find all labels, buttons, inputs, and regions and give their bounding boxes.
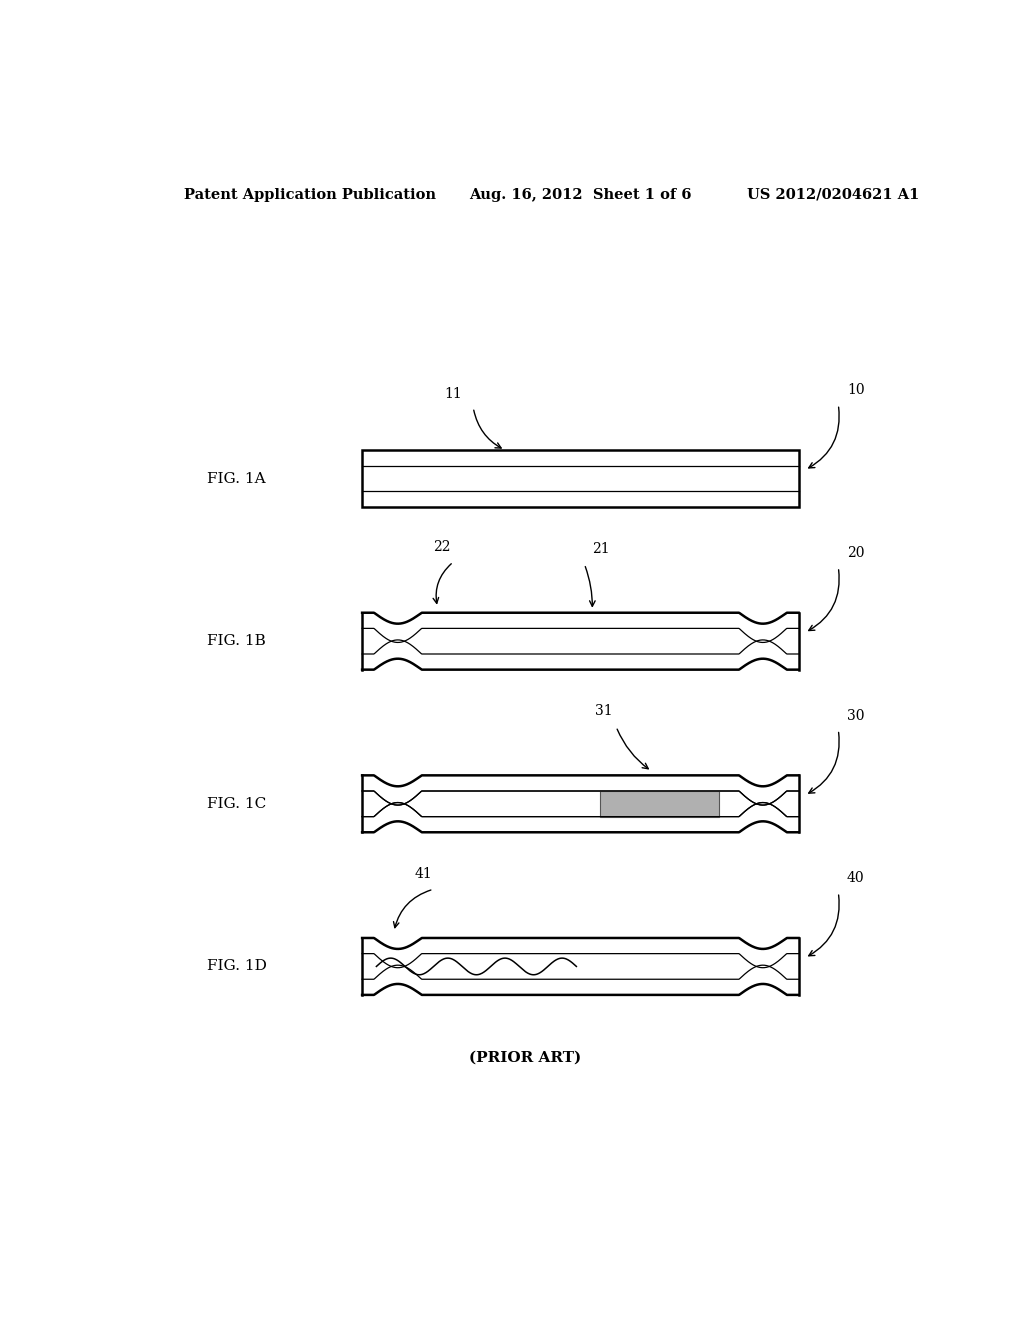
Text: FIG. 1B: FIG. 1B: [207, 634, 266, 648]
Bar: [600, 791, 719, 817]
Text: FIG. 1C: FIG. 1C: [207, 797, 266, 810]
Text: Aug. 16, 2012  Sheet 1 of 6: Aug. 16, 2012 Sheet 1 of 6: [469, 187, 692, 202]
Text: 21: 21: [592, 541, 610, 556]
Text: 30: 30: [847, 709, 864, 722]
Text: Patent Application Publication: Patent Application Publication: [183, 187, 435, 202]
Text: 11: 11: [444, 387, 462, 401]
Text: FIG. 1A: FIG. 1A: [207, 471, 266, 486]
Text: US 2012/0204621 A1: US 2012/0204621 A1: [748, 187, 920, 202]
Bar: [362, 450, 799, 507]
Text: 41: 41: [415, 867, 432, 880]
Text: 31: 31: [595, 705, 613, 718]
Text: 20: 20: [847, 546, 864, 560]
Text: 22: 22: [433, 540, 451, 554]
Text: 40: 40: [847, 871, 864, 886]
Text: 10: 10: [847, 383, 864, 397]
Text: FIG. 1D: FIG. 1D: [207, 960, 267, 973]
Text: (PRIOR ART): (PRIOR ART): [469, 1051, 581, 1065]
